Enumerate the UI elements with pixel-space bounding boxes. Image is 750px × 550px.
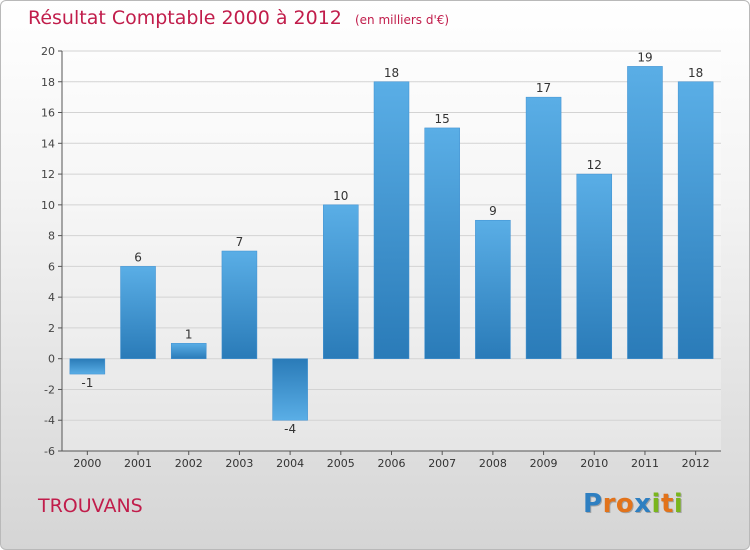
logo-letter: P (583, 489, 603, 519)
bar (677, 81, 714, 359)
bar-value-label: 19 (637, 50, 652, 64)
x-tick-label: 2011 (631, 457, 659, 470)
bar (373, 81, 410, 359)
x-tick-label: 2008 (479, 457, 507, 470)
bar (170, 343, 207, 359)
y-tick-label: 2 (48, 322, 55, 335)
bar-value-label: 10 (333, 189, 348, 203)
y-tick-label: 12 (41, 168, 55, 181)
bar (475, 219, 511, 359)
bar-value-label: 18 (384, 66, 399, 80)
unit-note: (en milliers d'€) (354, 13, 450, 27)
bar (576, 173, 613, 359)
bar-value-label: 12 (587, 158, 602, 172)
y-tick-label: 16 (41, 107, 55, 120)
bar (221, 250, 258, 359)
x-tick-label: 2005 (327, 457, 355, 470)
bar (120, 266, 156, 359)
x-tick-label: 2002 (175, 457, 203, 470)
x-tick-label: 2009 (530, 457, 558, 470)
bar-value-label: 1 (185, 327, 193, 341)
y-tick-label: 10 (41, 199, 55, 212)
x-tick-label: 2003 (225, 457, 253, 470)
y-tick-label: 18 (41, 76, 55, 89)
logo-letter: i (673, 489, 684, 519)
chart-title-block: Résultat Comptable 2000 à 2012 (en milli… (28, 7, 449, 29)
x-tick-label: 2006 (378, 457, 406, 470)
chart-title: Résultat Comptable 2000 à 2012 (28, 7, 342, 29)
x-tick-label: 2010 (580, 457, 608, 470)
x-tick-label: 2012 (682, 457, 710, 470)
bar (69, 358, 106, 375)
bar (323, 204, 359, 359)
y-tick-label: 6 (48, 260, 55, 273)
bar-value-label: -1 (81, 376, 93, 390)
x-tick-label: 2004 (276, 457, 304, 470)
proxiti-logo: Proxiti (583, 489, 683, 519)
logo-letter: i (651, 489, 661, 519)
bar-value-label: 6 (134, 250, 142, 264)
bar (627, 66, 663, 359)
x-tick-label: 2000 (73, 457, 101, 470)
bar-value-label: 18 (688, 66, 703, 80)
logo-letter: r (602, 489, 616, 519)
y-tick-label: 8 (48, 230, 55, 243)
x-tick-label: 2007 (428, 457, 456, 470)
logo-letter: x (634, 489, 652, 519)
y-tick-label: 4 (48, 291, 55, 304)
bar-value-label: 17 (536, 81, 551, 95)
y-tick-label: 20 (41, 45, 55, 58)
y-tick-label: 0 (48, 353, 55, 366)
bar (272, 358, 308, 421)
y-tick-label: -2 (44, 383, 55, 396)
logo-letter: o (615, 489, 635, 519)
city-name: TROUVANS (38, 495, 143, 517)
bar (424, 127, 460, 359)
y-tick-label: -6 (44, 445, 55, 458)
bar-value-label: 7 (236, 235, 244, 249)
y-tick-label: -4 (44, 414, 55, 427)
bar-value-label: 15 (435, 112, 450, 126)
bar (525, 96, 562, 359)
logo-letter: t (660, 489, 674, 519)
bar-value-label: 9 (489, 204, 497, 218)
bar-value-label: -4 (284, 422, 296, 436)
y-tick-label: 14 (41, 137, 55, 150)
x-tick-label: 2001 (124, 457, 152, 470)
